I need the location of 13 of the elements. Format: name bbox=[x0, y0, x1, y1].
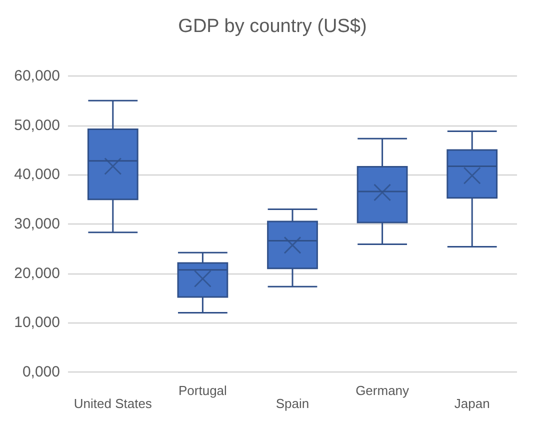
y-tick-label: 30,000 bbox=[14, 216, 60, 232]
y-tick-label: 10,000 bbox=[14, 314, 60, 332]
y-tick-label: 50,000 bbox=[14, 116, 60, 134]
x-tick-label: Portugal bbox=[178, 383, 228, 398]
y-tick-label: 40,000 bbox=[14, 166, 60, 184]
y-tick-label: 0,000 bbox=[22, 364, 60, 380]
chart-title: GDP by country (US$) bbox=[178, 16, 367, 37]
y-tick-label: 20,000 bbox=[14, 264, 60, 282]
x-tick-label: United States bbox=[74, 396, 152, 411]
x-tick-label: Spain bbox=[276, 396, 310, 411]
x-tick-label: Japan bbox=[454, 396, 490, 411]
x-tick-label: Germany bbox=[356, 383, 410, 398]
y-tick-label: 60,000 bbox=[14, 68, 60, 84]
